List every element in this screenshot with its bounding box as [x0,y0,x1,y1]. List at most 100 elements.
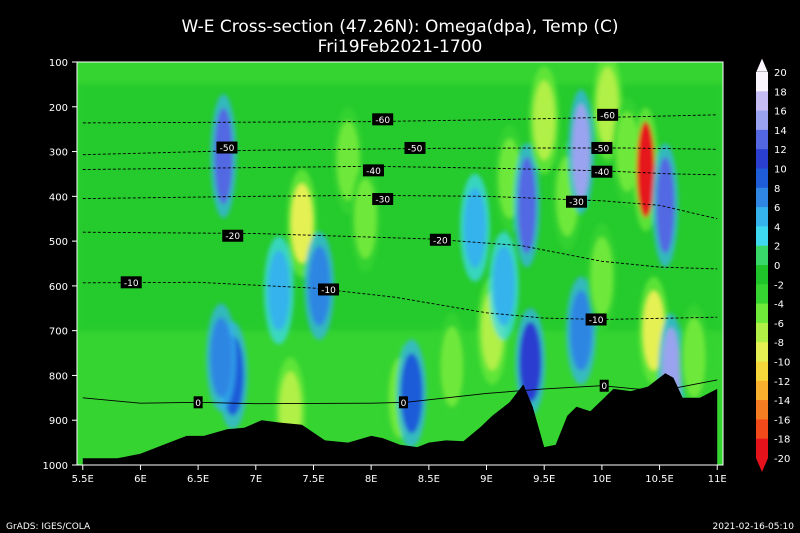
contour-label: 0 [401,399,407,409]
y-tick-label: 500 [49,237,68,248]
colorbar-label: -18 [774,435,790,446]
contour-label-bg [599,379,609,392]
x-tick-label: 9.5E [533,474,555,485]
colorbar-label: 20 [774,68,787,79]
contour-label-bg [398,396,408,409]
x-tick-label: 6E [134,474,147,485]
contour-label-bg [216,141,238,154]
plot-area: -60 -60 -50 -50 -50 -40 -40 -30 -30 -20 -20 -10 -10 -… [76,61,724,466]
y-tick-label: 1000 [43,461,68,472]
contour-label: -50 [595,144,610,154]
omega-cell [210,317,233,398]
colorbar-segment [756,322,768,343]
plot-frame [76,61,724,466]
y-tick-label: 400 [49,192,68,203]
omega-cell [267,250,290,331]
x-tick-label: 9E [480,474,493,485]
contour-label-bg [362,164,384,177]
colorbar-segment [756,168,768,189]
terrain [82,373,718,465]
omega-cell [400,353,423,434]
contour-label-bg [429,233,451,246]
contour-label-bg [193,396,203,409]
omega-cell [337,120,360,201]
colorbar-label: -20 [774,454,790,465]
y-tick-label: 700 [49,327,68,338]
y-tick-label: 100 [49,58,68,69]
colorbar-label: 14 [774,126,787,137]
omega-cell [463,187,486,268]
colorbar-label: 16 [774,107,787,118]
contour-label-bg [120,276,142,289]
colorbar-label: 8 [774,184,780,195]
omega-cell [440,326,463,407]
colorbar-segment [756,400,768,420]
omega-field [206,62,710,465]
omega-cell [590,236,613,317]
contour-label-bg [591,141,613,154]
contour-label-bg [222,229,244,242]
colorbar-label: -12 [774,377,790,388]
colorbar-label: 6 [774,203,780,214]
omega-cell [570,290,593,371]
contour-labels: -60 -60 -50 -50 -50 -40 -40 -30 -30 -20 -20 -10 -10 -… [120,108,619,409]
x-tick-label: 11E [708,474,727,485]
contour-label-bg [404,141,426,154]
omega-cell [517,157,536,254]
colorbar-label: 4 [774,222,780,233]
footer-right: 2021-02-16-05:10 [713,522,795,532]
omega-cell [683,317,706,398]
y-tick-label: 900 [49,416,68,427]
colorbar-label: -10 [774,358,790,369]
colorbar-label: -8 [774,338,784,349]
contour-label: -10 [124,279,139,289]
contour-label: -10 [589,316,604,326]
contour-label: -40 [595,168,610,178]
contour-label-bg [591,165,613,178]
colorbar-label: 0 [774,261,780,272]
colorbar-segment [756,72,768,92]
colorbar-segment [756,207,768,227]
colorbar-segment [756,361,768,382]
contour--50 [82,147,718,156]
colorbar-segment [756,419,768,440]
y-tick-label: 300 [49,148,68,159]
chart-subtitle: Fri19Feb2021-1700 [318,37,483,57]
colorbar-segment [756,226,768,247]
omega-cell [519,322,542,403]
omega-cell [636,121,655,218]
omega-cell [596,66,619,147]
contour--60 [82,114,718,124]
colorbar-label: 12 [774,145,787,156]
contour-label-bg [597,108,619,121]
colorbar-segment [756,245,768,266]
contour-label: -50 [220,144,235,154]
colorbar-segment [756,284,768,305]
colorbar-legend: 20181614121086420-2-4-6-8-10-12-14-16-18… [755,57,790,472]
contour-label-bg [565,195,587,208]
contour-label: -30 [375,196,390,206]
x-tick-label: 8E [365,474,378,485]
plot-content [77,62,723,465]
colorbar-label: -6 [774,319,784,330]
contour-label-bg [317,283,339,296]
colorbar-segment [756,265,768,285]
omega-cell [492,245,515,326]
x-tick-label: 7.5E [302,474,324,485]
contour-label: -20 [433,236,448,246]
colorbar-segment [756,91,768,112]
x-tick-label: 10.5E [645,474,674,485]
contour-label: -60 [600,111,615,121]
contour-label-bg [372,113,394,126]
x-tick-label: 8.5E [418,474,440,485]
contour-label: -50 [408,144,423,154]
contour-label: 0 [601,382,607,392]
colorbar-segment [756,149,768,169]
contour-label: -60 [375,116,390,126]
x-tick-label: 10E [592,474,611,485]
colorbar-label: 2 [774,242,780,253]
footer-left: GrADS: IGES/COLA [6,522,91,532]
colorbar-label: 18 [774,87,787,98]
colorbar-segment [756,303,768,324]
